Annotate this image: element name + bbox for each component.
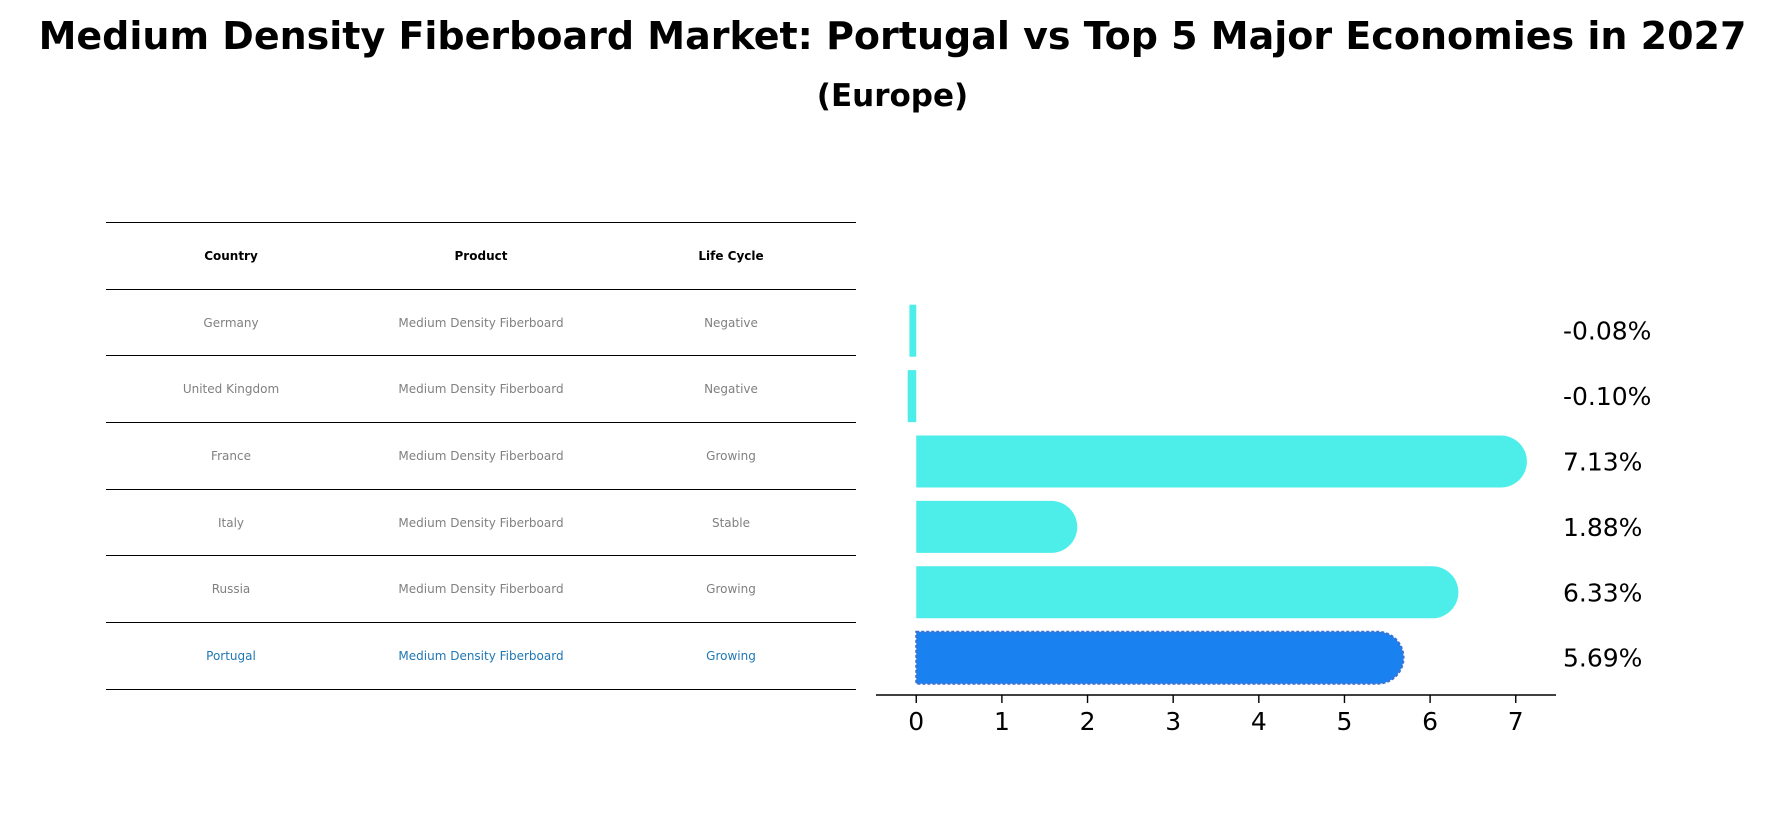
- table-row: France Medium Density Fiberboard Growing: [106, 422, 856, 490]
- cell-product: Medium Density Fiberboard: [356, 555, 606, 624]
- cell-product: Medium Density Fiberboard: [356, 489, 606, 557]
- cell-country: Russia: [106, 555, 356, 624]
- value-label-portugal: 5.69%: [1563, 644, 1642, 673]
- value-label-germany: -0.08%: [1563, 317, 1651, 346]
- cell-life-cycle: Growing: [606, 555, 856, 624]
- value-label-italy: 1.88%: [1563, 513, 1642, 542]
- x-tick-label-6: 6: [1422, 707, 1438, 736]
- table-row: United Kingdom Medium Density Fiberboard…: [106, 355, 856, 424]
- table-row: Italy Medium Density Fiberboard Stable: [106, 489, 856, 557]
- table-row: Germany Medium Density Fiberboard Negati…: [106, 289, 856, 357]
- cell-country: Italy: [106, 489, 356, 557]
- cell-country: Portugal: [106, 622, 356, 690]
- x-tick-label-1: 1: [994, 707, 1010, 736]
- cell-life-cycle: Negative: [606, 289, 856, 357]
- cell-country: Germany: [106, 289, 356, 357]
- x-tick-label-7: 7: [1508, 707, 1524, 736]
- value-label-russia: 6.33%: [1563, 578, 1642, 607]
- x-tick-label-5: 5: [1337, 707, 1353, 736]
- bar-portugal: [915, 630, 1405, 685]
- header-country: Country: [106, 222, 356, 290]
- table-row-highlight: Portugal Medium Density Fiberboard Growi…: [106, 622, 856, 690]
- x-tick-label-2: 2: [1080, 707, 1096, 736]
- table-header-row: Country Product Life Cycle: [106, 222, 856, 290]
- x-tick-label-0: 0: [908, 707, 924, 736]
- header-life-cycle: Life Cycle: [606, 222, 856, 290]
- header-product: Product: [356, 222, 606, 290]
- bar-united-kingdom: [907, 370, 917, 423]
- chart-title: Medium Density Fiberboard Market: Portug…: [38, 14, 1747, 58]
- cell-product: Medium Density Fiberboard: [356, 289, 606, 357]
- bar-russia: [916, 566, 1459, 619]
- chart-subtitle: (Europe): [816, 78, 969, 114]
- bar-france: [916, 435, 1527, 488]
- cell-country: United Kingdom: [106, 355, 356, 424]
- bar-germany: [909, 304, 917, 357]
- table-row: Russia Medium Density Fiberboard Growing: [106, 555, 856, 624]
- cell-product: Medium Density Fiberboard: [356, 422, 606, 490]
- cell-life-cycle: Growing: [606, 422, 856, 490]
- bar-italy: [916, 500, 1078, 553]
- cell-country: France: [106, 422, 356, 490]
- cell-life-cycle: Negative: [606, 355, 856, 424]
- cell-life-cycle: Growing: [606, 622, 856, 690]
- cell-product: Medium Density Fiberboard: [356, 355, 606, 424]
- value-label-france: 7.13%: [1563, 448, 1642, 477]
- x-tick-label-4: 4: [1251, 707, 1267, 736]
- value-label-united-kingdom: -0.10%: [1563, 382, 1651, 411]
- cell-product: Medium Density Fiberboard: [356, 622, 606, 690]
- market-table: Country Product Life Cycle Germany Mediu…: [106, 222, 856, 690]
- x-tick-label-3: 3: [1165, 707, 1181, 736]
- cell-life-cycle: Stable: [606, 489, 856, 557]
